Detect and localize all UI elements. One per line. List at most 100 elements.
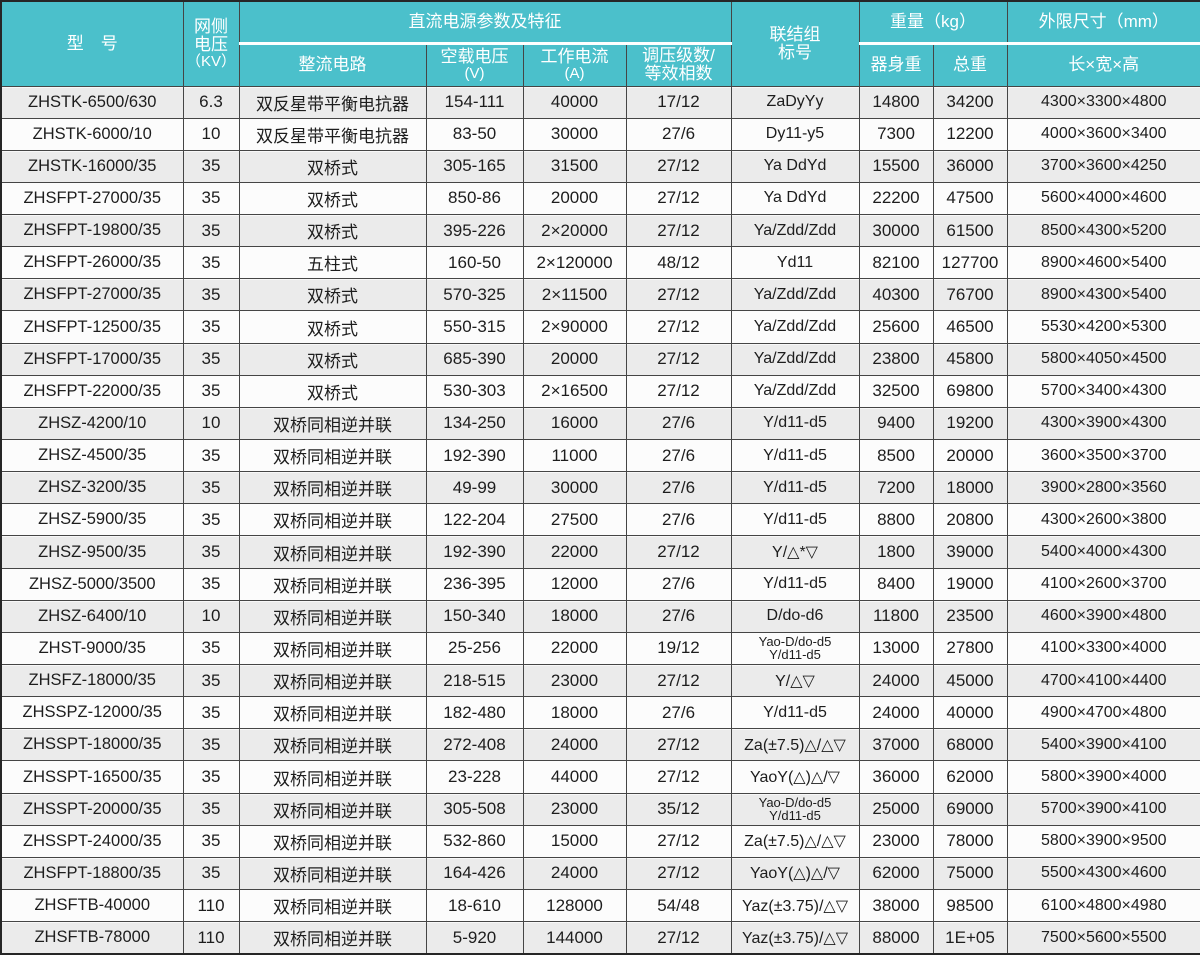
cell-stages: 19/12: [625, 631, 732, 666]
cell-body: 15500: [858, 149, 934, 183]
cell-dims: 5530×4200×5300: [1006, 310, 1200, 344]
cell-total: 19200: [932, 406, 1008, 441]
cell-current: 31500: [522, 149, 627, 183]
header-weight-group: 重量（kg）: [858, 0, 1008, 45]
cell-body: 25000: [858, 792, 934, 826]
cell-total: 27800: [932, 631, 1008, 666]
cell-voltage: 192-390: [425, 439, 524, 473]
cell-model: ZHSTK-16000/35: [0, 149, 184, 183]
cell-body: 13000: [858, 631, 934, 666]
cell-model: ZHSFPT-26000/35: [0, 246, 184, 280]
cell-conn: Y/△▽: [730, 664, 860, 698]
cell-dims: 8900×4300×5400: [1006, 278, 1200, 312]
cell-body: 62000: [858, 856, 934, 891]
cell-current: 2×20000: [522, 214, 627, 248]
cell-rectifier: 双反星带平衡电抗器: [238, 117, 427, 151]
cell-voltage: 150-340: [425, 599, 524, 633]
header-dimensions: 长×宽×高: [1006, 42, 1200, 87]
cell-rectifier: 双桥同相逆并联: [238, 567, 427, 601]
table-row: ZHSSPZ-12000/35 35 双桥同相逆并联 182-480 18000 27/6…: [0, 696, 1200, 730]
cell-model: ZHSSPT-24000/35: [0, 824, 184, 858]
cell-dims: 8500×4300×5200: [1006, 214, 1200, 248]
cell-model: ZHSTK-6500/630: [0, 85, 184, 119]
cell-kv: 35: [182, 503, 240, 537]
cell-body: 9400: [858, 406, 934, 441]
cell-body: 24000: [858, 696, 934, 730]
cell-rectifier: 双桥同相逆并联: [238, 792, 427, 826]
header-grid-voltage-unit: （KV）: [185, 52, 236, 70]
cell-rectifier: 双桥式: [238, 310, 427, 344]
cell-total: 36000: [932, 149, 1008, 183]
cell-total: 46500: [932, 310, 1008, 344]
table-row: ZHSFZ-18000/35 35 双桥同相逆并联 218-515 23000 27/12…: [0, 664, 1200, 698]
cell-dims: 5700×3900×4100: [1006, 792, 1200, 826]
cell-stages: 17/12: [625, 85, 732, 119]
cell-total: 76700: [932, 278, 1008, 312]
cell-total: 68000: [932, 728, 1008, 762]
cell-current: 22000: [522, 631, 627, 666]
cell-dims: 7500×5600×5500: [1006, 921, 1200, 955]
cell-conn: Ya DdYd: [730, 181, 860, 216]
cell-kv: 35: [182, 181, 240, 216]
table-row: ZHSZ-4200/10 10 双桥同相逆并联 134-250 16000 27/6 Y/d…: [0, 406, 1200, 441]
cell-voltage: 23-228: [425, 760, 524, 794]
table-row: ZHSFPT-17000/35 35 双桥式 685-390 20000 27/12 Ya/…: [0, 342, 1200, 376]
cell-conn: Y/d11-d5: [730, 567, 860, 601]
cell-current: 24000: [522, 728, 627, 762]
cell-body: 37000: [858, 728, 934, 762]
cell-kv: 35: [182, 696, 240, 730]
cell-kv: 35: [182, 374, 240, 408]
cell-voltage: 49-99: [425, 471, 524, 505]
cell-voltage: 218-515: [425, 664, 524, 698]
cell-voltage: 236-395: [425, 567, 524, 601]
cell-dims: 6100×4800×4980: [1006, 889, 1200, 923]
cell-total: 20800: [932, 503, 1008, 537]
cell-current: 2×16500: [522, 374, 627, 408]
header-connection-group: 联结组 标号: [730, 0, 860, 87]
cell-rectifier: 双桥同相逆并联: [238, 889, 427, 923]
cell-dims: 5600×4000×4600: [1006, 181, 1200, 216]
cell-body: 8400: [858, 567, 934, 601]
cell-current: 20000: [522, 342, 627, 376]
cell-kv: 35: [182, 567, 240, 601]
cell-body: 23800: [858, 342, 934, 376]
cell-conn: ZaDyYy: [730, 85, 860, 119]
cell-voltage: 395-226: [425, 214, 524, 248]
cell-rectifier: 双桥同相逆并联: [238, 728, 427, 762]
cell-total: 1E+05: [932, 921, 1008, 955]
cell-body: 38000: [858, 889, 934, 923]
cell-body: 11800: [858, 599, 934, 633]
header-dc-params-group: 直流电源参数及特征: [238, 0, 732, 45]
cell-kv: 35: [182, 664, 240, 698]
cell-rectifier: 双桥同相逆并联: [238, 631, 427, 666]
cell-current: 30000: [522, 471, 627, 505]
table-row: ZHSFPT-27000/35 35 双桥式 570-325 2×11500 27/12 Y…: [0, 278, 1200, 312]
table-row: ZHSFTB-40000 110 双桥同相逆并联 18-610 128000 54/48 Y…: [0, 889, 1200, 923]
cell-voltage: 160-50: [425, 246, 524, 280]
cell-body: 23000: [858, 824, 934, 858]
header-grid-voltage-line1: 网侧: [194, 17, 228, 37]
cell-kv: 35: [182, 342, 240, 376]
cell-stages: 27/12: [625, 149, 732, 183]
cell-model: ZHSFPT-12500/35: [0, 310, 184, 344]
cell-body: 25600: [858, 310, 934, 344]
cell-body: 8500: [858, 439, 934, 473]
cell-rectifier: 双桥式: [238, 278, 427, 312]
cell-voltage: 83-50: [425, 117, 524, 151]
cell-current: 40000: [522, 85, 627, 119]
cell-stages: 27/12: [625, 728, 732, 762]
cell-total: 62000: [932, 760, 1008, 794]
cell-stages: 27/12: [625, 535, 732, 569]
cell-current: 11000: [522, 439, 627, 473]
cell-dims: 5400×3900×4100: [1006, 728, 1200, 762]
cell-stages: 27/6: [625, 117, 732, 151]
cell-total: 78000: [932, 824, 1008, 858]
cell-dims: 8900×4600×5400: [1006, 246, 1200, 280]
cell-dims: 4900×4700×4800: [1006, 696, 1200, 730]
cell-model: ZHSZ-9500/35: [0, 535, 184, 569]
cell-voltage: 5-920: [425, 921, 524, 955]
cell-total: 47500: [932, 181, 1008, 216]
cell-kv: 110: [182, 921, 240, 955]
cell-stages: 27/12: [625, 374, 732, 408]
cell-kv: 10: [182, 599, 240, 633]
